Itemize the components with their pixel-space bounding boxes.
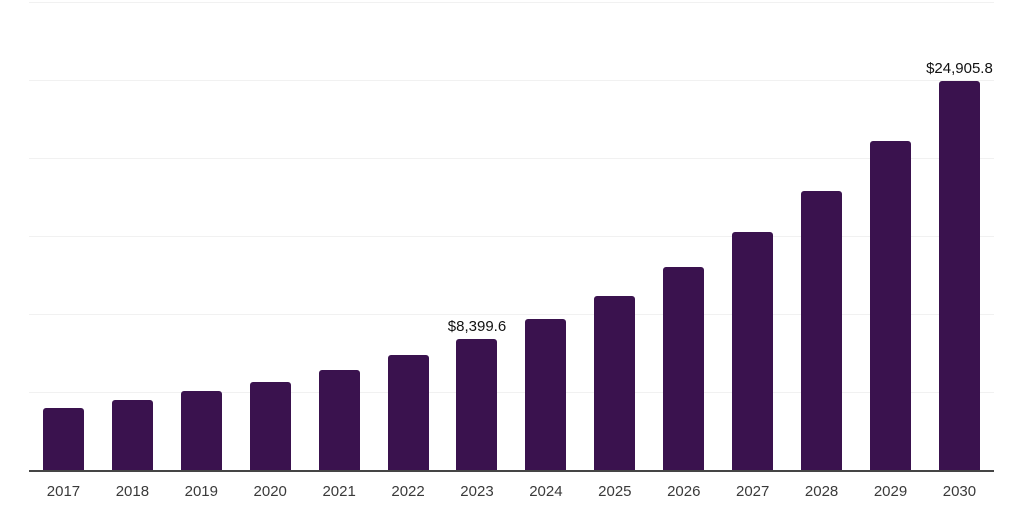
bar-band-2020 [236, 2, 305, 470]
x-tick-label-2023: 2023 [460, 483, 494, 500]
bar-2024 [525, 319, 567, 470]
bar-band-2029 [856, 2, 925, 470]
bar-data-label-2023: $8,399.6 [447, 317, 507, 335]
bar-band-2022 [374, 2, 443, 470]
bar-2020 [249, 381, 291, 470]
x-tick-label-2017: 2017 [46, 483, 81, 500]
bar-band-2017 [29, 2, 98, 470]
gridline [29, 158, 994, 159]
x-tick-label-2018: 2018 [115, 483, 150, 500]
gridline [29, 236, 994, 237]
x-tick-label-2024: 2024 [529, 483, 563, 500]
bar-2022 [387, 355, 429, 470]
gridline [29, 2, 994, 3]
x-tick-label-2025: 2025 [598, 483, 632, 500]
bar-series: $8,399.6 $24,905.8 [29, 2, 994, 470]
x-axis-line [29, 470, 994, 472]
bar-2021 [318, 369, 360, 470]
bar-band-2023: $8,399.6 [443, 2, 512, 470]
x-tick-label-2019: 2019 [184, 483, 218, 500]
bar-2026 [663, 267, 705, 470]
bar-band-2026 [649, 2, 718, 470]
gridline [29, 314, 994, 315]
bar-band-2024 [511, 2, 580, 470]
bar-2017 [42, 407, 84, 470]
gridline [29, 392, 994, 393]
bar-2019 [180, 391, 222, 470]
bar-band-2025 [580, 2, 649, 470]
bar-2028 [801, 190, 843, 470]
x-tick-label-2028: 2028 [804, 483, 839, 500]
bar-band-2028 [787, 2, 856, 470]
bar-band-2018 [98, 2, 167, 470]
bar-band-2030: $24,905.8 [925, 2, 994, 470]
x-axis-tick-labels: 2017 2018 2019 2020 2021 2022 2023 2024 2025 2026… [29, 482, 994, 502]
bar-2030 [938, 81, 980, 470]
x-tick-label-2026: 2026 [667, 483, 701, 500]
plot-area: $8,399.6 $24,905.8 [29, 2, 994, 470]
x-tick-label-2027: 2027 [735, 483, 770, 500]
bar-2018 [111, 400, 153, 470]
bar-data-label-2030: $24,905.8 [926, 60, 993, 78]
x-tick-label-2021: 2021 [322, 483, 356, 500]
gridline [29, 80, 994, 81]
x-tick-label-2020: 2020 [253, 483, 287, 500]
bar-2025 [594, 295, 636, 470]
bar-band-2021 [305, 2, 374, 470]
x-tick-label-2022: 2022 [391, 483, 425, 500]
bar-2023 [456, 338, 498, 470]
x-tick-label-2030: 2030 [942, 483, 977, 500]
x-tick-label-2029: 2029 [873, 483, 908, 500]
bar-band-2027 [718, 2, 787, 470]
bar-band-2019 [167, 2, 236, 470]
bar-2027 [732, 232, 774, 470]
bar-2029 [870, 141, 912, 470]
